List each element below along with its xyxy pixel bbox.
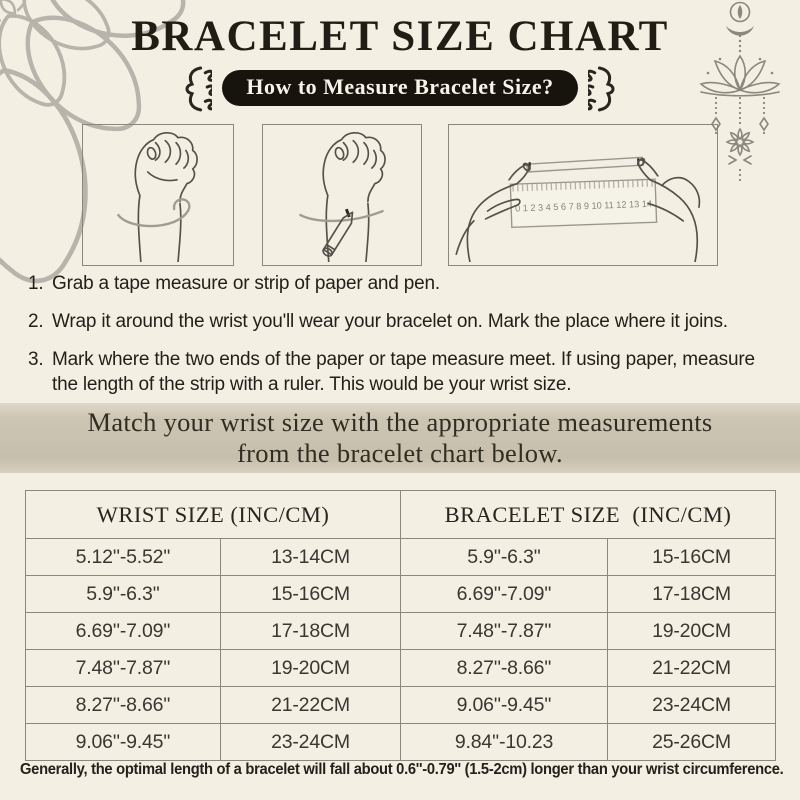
table-cell: 23-24CM [607,686,776,724]
table-cell: 17-18CM [607,575,776,613]
table-cell: 8.27''-8.66'' [25,686,221,724]
instruction-item-3: 3. Mark where the two ends of the paper … [28,347,788,397]
table-row: 8.27''-8.66'' 21-22CM 9.06''-9.45'' 23-2… [25,686,776,724]
table-cell: 9.06''-9.45'' [25,723,221,761]
instruction-item-2: 2. Wrap it around the wrist you'll wear … [28,309,788,334]
footer-note: Generally, the optimal length of a brace… [20,761,784,778]
measure-banner-pill: How to Measure Bracelet Size? [222,70,578,106]
size-table: WRIST SIZE (INC/CM) BRACELET SIZE (INC/C… [25,490,776,761]
table-cell: 21-22CM [220,686,401,724]
table-cell: 7.48''-7.87'' [25,649,221,687]
table-cell: 15-16CM [220,575,401,613]
fist-tape-illustration [82,124,234,266]
match-banner-line-1: Match your wrist size with the appropria… [87,407,713,437]
instructions-list: 1. Grab a tape measure or strip of paper… [28,271,788,410]
table-cell: 9.06''-9.45'' [400,686,608,724]
table-cell: 8.27''-8.66'' [400,649,608,687]
wrist-size-header: WRIST SIZE (INC/CM) [25,490,401,539]
table-cell: 15-16CM [607,538,776,576]
table-cell: 6.69''-7.09'' [25,612,221,650]
instruction-text: Mark where the two ends of the paper or … [52,349,755,370]
page-title: BRACELET SIZE CHART [131,13,669,60]
measure-banner-row: How to Measure Bracelet Size? [0,66,800,112]
ruler-measure-illustration: 0 1 2 3 4 5 6 7 8 9 10 11 12 13 14 [448,124,718,266]
flourish-right-icon [587,66,615,112]
table-cell: 19-20CM [220,649,401,687]
flourish-left-icon [185,66,213,112]
table-row: 5.9''-6.3'' 15-16CM 6.69''-7.09'' 17-18C… [25,575,776,613]
match-banner: Match your wrist size with the appropria… [0,403,800,473]
table-cell: 21-22CM [607,649,776,687]
ruler-numbers: 0 1 2 3 4 5 6 7 8 9 10 11 12 13 14 [515,199,652,214]
instruction-text: Grab a tape measure or strip of paper an… [52,273,440,294]
instruction-number: 2. [28,311,44,332]
table-cell: 7.48''-7.87'' [400,612,608,650]
table-cell: 5.12''-5.52'' [25,538,221,576]
table-cell: 23-24CM [220,723,401,761]
instruction-number: 1. [28,273,44,294]
table-cell: 19-20CM [607,612,776,650]
match-banner-line-2: from the bracelet chart below. [237,438,563,468]
instruction-item-1: 1. Grab a tape measure or strip of paper… [28,271,788,296]
table-row: 5.12''-5.52'' 13-14CM 5.9''-6.3'' 15-16C… [25,538,776,576]
ruler-hands-icon: 0 1 2 3 4 5 6 7 8 9 10 11 12 13 14 [455,156,701,262]
fist-tape-icon [117,131,198,262]
table-cell: 6.69''-7.09'' [400,575,608,613]
bracelet-size-header: BRACELET SIZE (INC/CM) [400,490,776,539]
table-header-row: WRIST SIZE (INC/CM) BRACELET SIZE (INC/C… [25,490,776,539]
instruction-text-continued: the length of the strip with a ruler. Th… [52,374,572,395]
table-row: 6.69''-7.09'' 17-18CM 7.48''-7.87'' 19-2… [25,612,776,650]
table-cell: 5.9''-6.3'' [400,538,608,576]
table-row: 7.48''-7.87'' 19-20CM 8.27''-8.66'' 21-2… [25,649,776,687]
table-cell: 17-18CM [220,612,401,650]
instruction-text: Wrap it around the wrist you'll wear you… [52,311,728,332]
table-row: 9.06''-9.45'' 23-24CM 9.84''-10.23 25-26… [25,723,776,761]
table-cell: 25-26CM [607,723,776,761]
instruction-number: 3. [28,349,44,370]
fist-pen-icon [299,131,386,262]
table-cell: 9.84''-10.23 [400,723,608,761]
table-cell: 13-14CM [220,538,401,576]
table-cell: 5.9''-6.3'' [25,575,221,613]
fist-pen-illustration [262,124,422,266]
